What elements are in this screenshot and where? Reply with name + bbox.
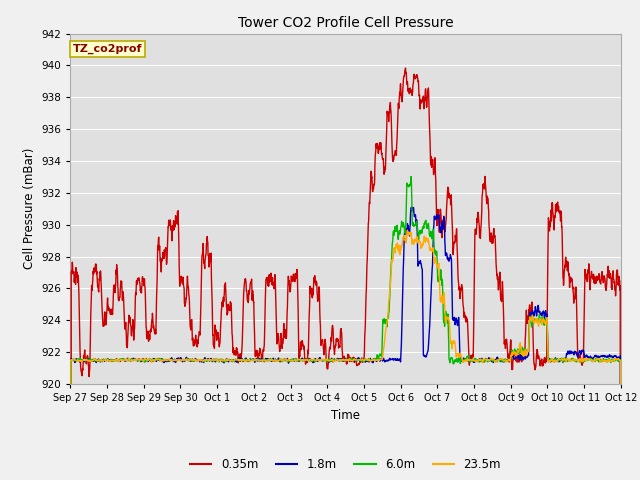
Text: TZ_co2prof: TZ_co2prof bbox=[73, 44, 143, 54]
Title: Tower CO2 Profile Cell Pressure: Tower CO2 Profile Cell Pressure bbox=[238, 16, 453, 30]
Y-axis label: Cell Pressure (mBar): Cell Pressure (mBar) bbox=[23, 148, 36, 269]
X-axis label: Time: Time bbox=[331, 408, 360, 421]
Legend: 0.35m, 1.8m, 6.0m, 23.5m: 0.35m, 1.8m, 6.0m, 23.5m bbox=[186, 454, 506, 476]
